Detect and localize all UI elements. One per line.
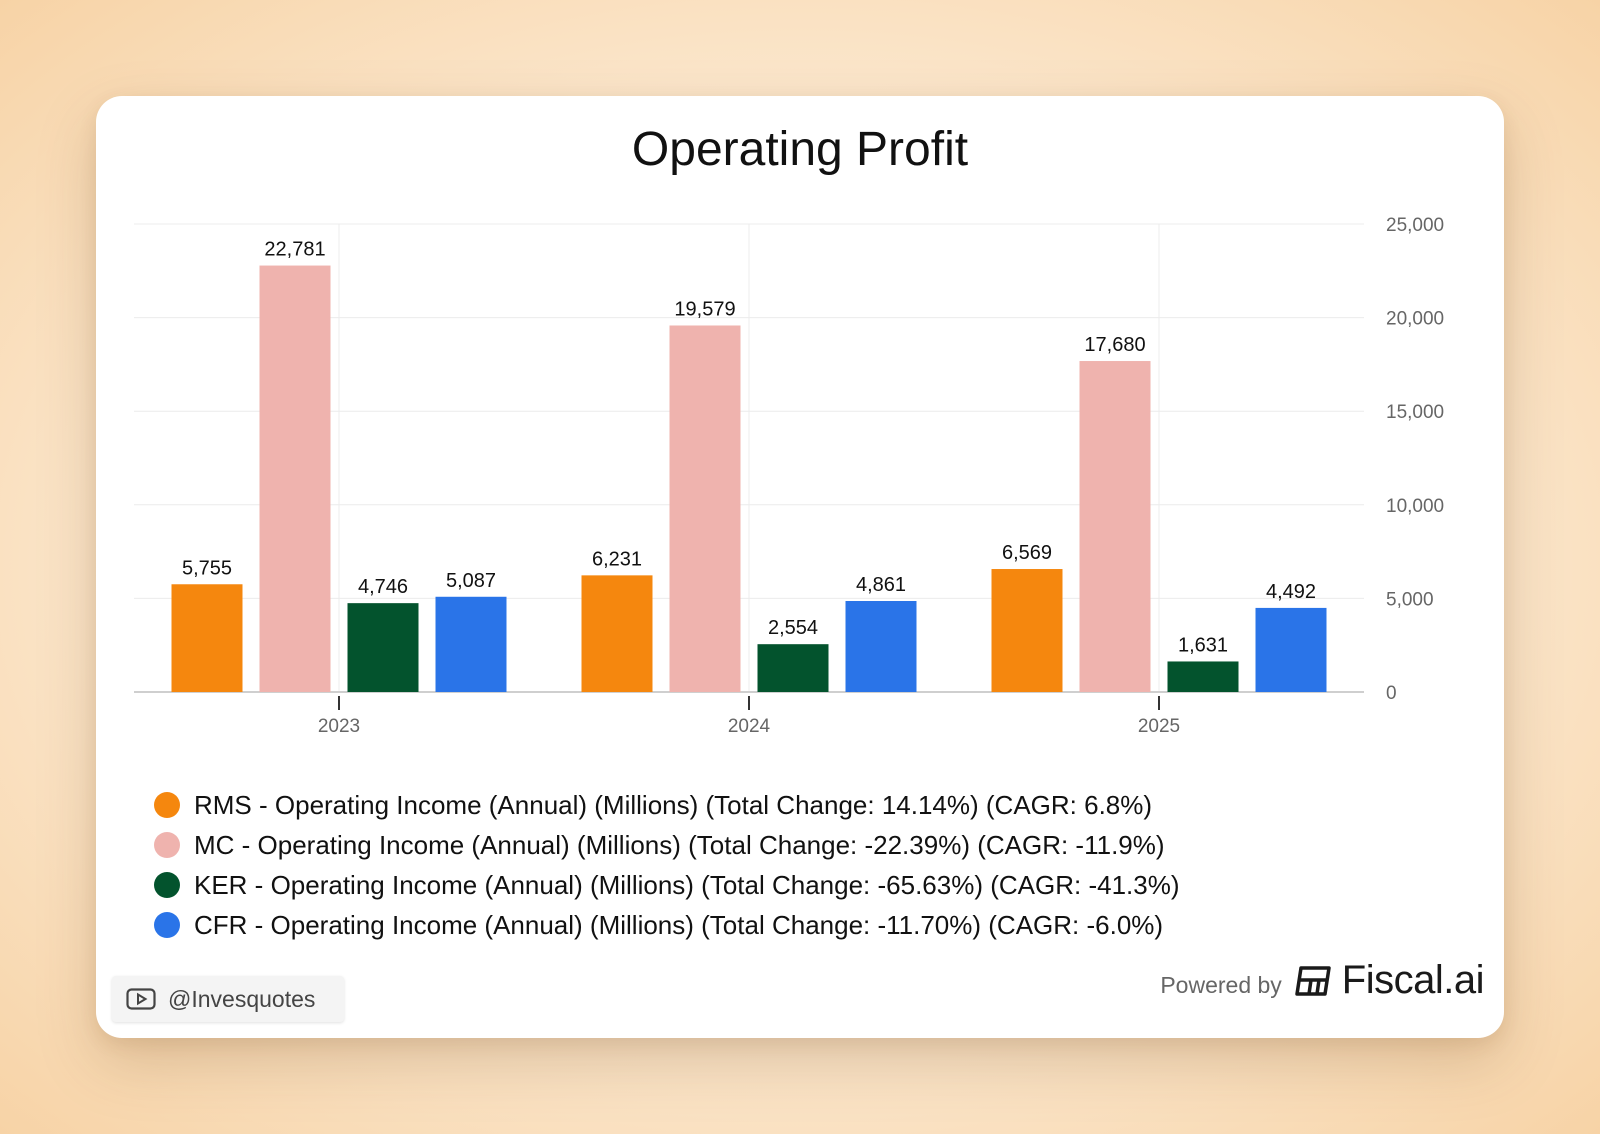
bar — [991, 569, 1063, 692]
y-tick-label: 0 — [1386, 683, 1397, 704]
bar — [171, 584, 243, 692]
legend: RMS - Operating Income (Annual) (Million… — [154, 785, 1180, 945]
y-tick-label: 20,000 — [1386, 309, 1444, 330]
legend-swatch — [154, 872, 180, 898]
x-tick-label: 2024 — [728, 716, 771, 737]
data-label: 2,554 — [768, 617, 818, 639]
chart-title: Operating Profit — [631, 123, 969, 176]
legend-item[interactable]: CFR - Operating Income (Annual) (Million… — [154, 905, 1180, 945]
bar-chart: 0 5,000 10,000 15,000 20,000 25,000 5,755 22,78… — [134, 215, 1444, 737]
data-label: 19,579 — [674, 298, 735, 320]
y-tick-label: 10,000 — [1386, 496, 1444, 517]
y-tick-label: 15,000 — [1386, 402, 1444, 423]
y-tick-label: 25,000 — [1386, 215, 1444, 236]
channel-handle-text: @Invesquotes — [168, 985, 316, 1012]
data-label: 1,631 — [1178, 634, 1228, 656]
bar — [347, 603, 419, 692]
data-label: 4,746 — [358, 576, 408, 598]
bar — [581, 575, 653, 692]
bar — [259, 265, 331, 692]
data-label: 6,231 — [592, 548, 642, 570]
youtube-icon — [126, 988, 156, 1010]
bar — [1167, 661, 1239, 692]
x-tick-label: 2023 — [318, 716, 360, 737]
powered-by: Powered by Fiscal.ai — [1160, 958, 1484, 1003]
x-tick-label: 2025 — [1138, 716, 1180, 737]
y-tick-label: 5,000 — [1386, 589, 1434, 610]
legend-swatch — [154, 792, 180, 818]
bar — [669, 325, 741, 692]
legend-label: KER - Operating Income (Annual) (Million… — [194, 869, 1180, 900]
legend-label: RMS - Operating Income (Annual) (Million… — [194, 789, 1153, 820]
bar — [1255, 607, 1327, 692]
data-label: 4,492 — [1266, 581, 1316, 603]
legend-item[interactable]: KER - Operating Income (Annual) (Million… — [154, 865, 1180, 905]
legend-label: CFR - Operating Income (Annual) (Million… — [194, 909, 1164, 940]
legend-item[interactable]: RMS - Operating Income (Annual) (Million… — [154, 785, 1180, 825]
bar — [757, 644, 829, 692]
bar — [435, 596, 507, 692]
data-label: 4,861 — [856, 574, 906, 596]
channel-handle[interactable]: @Invesquotes — [112, 976, 344, 1022]
legend-label: MC - Operating Income (Annual) (Millions… — [194, 829, 1165, 860]
data-label: 6,569 — [1002, 542, 1052, 564]
data-label: 5,755 — [182, 557, 232, 579]
bar — [845, 601, 917, 692]
bar — [1079, 361, 1151, 692]
powered-by-text: Powered by — [1160, 972, 1282, 998]
chart-card: Operating Profit 0 5,000 10,000 15,000 20,00… — [96, 96, 1504, 1038]
data-label: 22,781 — [264, 239, 325, 261]
legend-swatch — [154, 832, 180, 858]
fiscal-brand-name: Fiscal.ai — [1341, 958, 1485, 1002]
data-label: 17,680 — [1084, 334, 1145, 356]
legend-swatch — [154, 912, 180, 938]
legend-item[interactable]: MC - Operating Income (Annual) (Millions… — [154, 825, 1180, 865]
data-label: 5,087 — [446, 570, 496, 592]
fiscal-logo-icon — [1294, 964, 1332, 998]
